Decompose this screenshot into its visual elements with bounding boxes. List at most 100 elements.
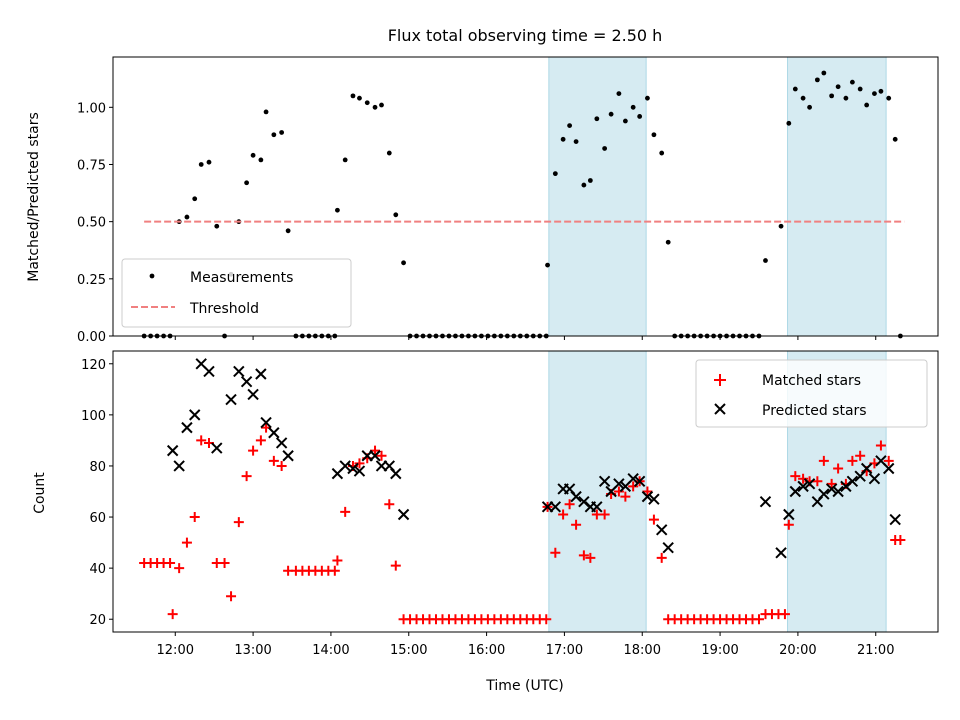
measurements-point bbox=[342, 157, 348, 163]
x-tick-label: 15:00 bbox=[390, 643, 427, 658]
measurements-point bbox=[560, 136, 566, 142]
predicted-stars-point bbox=[783, 508, 795, 521]
top-axes-frame bbox=[112, 56, 939, 337]
top-y-tick-label: 0.75 bbox=[77, 158, 106, 173]
measurements-point bbox=[892, 136, 898, 142]
top-y-tick-label: 1.00 bbox=[77, 101, 106, 116]
top-legend: Measurements Threshold bbox=[121, 258, 352, 328]
predicted-stars-point bbox=[347, 462, 359, 475]
predicted-stars-point bbox=[255, 368, 267, 380]
x-tick-label: 16:00 bbox=[468, 643, 505, 658]
measurements-point bbox=[645, 95, 650, 101]
x-axis-label: Time (UTC) bbox=[485, 678, 563, 694]
measurements-point bbox=[821, 70, 827, 76]
measurements-point bbox=[616, 91, 622, 96]
measurements-point bbox=[835, 84, 841, 90]
measurements-point bbox=[659, 150, 665, 156]
predicted-stars-point bbox=[225, 393, 237, 406]
matched-stars-point bbox=[332, 555, 343, 566]
measurements-point bbox=[350, 93, 356, 99]
measurements-point bbox=[206, 159, 212, 165]
measurements-point bbox=[792, 86, 798, 92]
x-tick-label: 20:00 bbox=[779, 643, 816, 658]
predicted-stars-point bbox=[889, 513, 901, 526]
x-tick-label: 12:00 bbox=[157, 643, 194, 658]
matched-stars-point bbox=[241, 471, 252, 482]
matched-stars-point bbox=[779, 609, 790, 620]
matched-stars-point bbox=[883, 455, 894, 466]
measurements-point bbox=[250, 152, 256, 158]
predicted-stars-point bbox=[240, 375, 253, 388]
predicted-stars-point bbox=[633, 475, 646, 487]
predicted-stars-point bbox=[641, 490, 654, 503]
measurements-point bbox=[665, 239, 671, 245]
matched-stars-point bbox=[340, 506, 351, 517]
matched-stars-point bbox=[620, 491, 631, 502]
measurements-point bbox=[763, 258, 768, 263]
measurements-point bbox=[258, 157, 264, 163]
predicted-stars-point bbox=[260, 416, 272, 429]
bottom-y-tick-label: 60 bbox=[89, 511, 106, 526]
measurements-point bbox=[864, 102, 870, 108]
matched-stars-point bbox=[818, 455, 829, 466]
measurements-point bbox=[872, 91, 877, 96]
x-tick-label: 21:00 bbox=[857, 643, 894, 658]
matched-stars-point bbox=[276, 460, 287, 471]
predicted-stars-point bbox=[613, 478, 625, 490]
measurements-point bbox=[786, 120, 792, 126]
x-tick-label: 13:00 bbox=[234, 643, 271, 658]
matched-stars-point bbox=[895, 535, 906, 546]
matched-stars-point bbox=[384, 499, 395, 510]
matched-stars-point bbox=[268, 455, 279, 466]
matched-stars-point bbox=[165, 558, 176, 569]
matched-stars-point bbox=[181, 537, 192, 548]
legend-predicted-label: Predicted stars bbox=[762, 403, 867, 419]
matched-stars-point bbox=[167, 609, 178, 620]
matched-stars-point bbox=[790, 471, 801, 482]
legend-threshold-label: Threshold bbox=[189, 301, 259, 317]
top-y-tick-label: 0.50 bbox=[77, 216, 106, 231]
predicted-stars-point bbox=[648, 493, 660, 505]
measurements-point bbox=[364, 100, 370, 106]
measurements-point bbox=[594, 116, 600, 122]
predicted-stars-point bbox=[353, 465, 366, 477]
measurements-point bbox=[372, 104, 378, 110]
bottom-y-tick-label: 20 bbox=[89, 613, 106, 628]
measurements-point bbox=[357, 95, 362, 101]
measurements-point bbox=[214, 223, 220, 229]
matched-stars-point bbox=[189, 512, 200, 523]
matched-stars-point bbox=[174, 563, 185, 574]
predicted-stars-point bbox=[247, 388, 259, 401]
predicted-stars-point bbox=[339, 460, 351, 472]
predicted-stars-point bbox=[189, 409, 201, 421]
measurements-point bbox=[393, 212, 399, 218]
predicted-stars-point bbox=[166, 444, 179, 457]
measurements-point bbox=[244, 180, 250, 186]
bottom-axes-frame bbox=[112, 350, 939, 633]
measurements-point bbox=[285, 228, 291, 234]
matched-stars-point bbox=[564, 499, 575, 510]
matched-stars-point bbox=[196, 435, 207, 446]
measurements-point bbox=[857, 86, 863, 92]
matched-stars-point bbox=[329, 565, 340, 576]
predicted-stars-point bbox=[860, 462, 873, 475]
top-panel: 0.00 0.25 0.50 0.75 1.00 Matched/Predicted s… bbox=[26, 56, 939, 345]
matched-stars-point bbox=[613, 486, 624, 497]
matched-stars-point bbox=[550, 547, 561, 558]
predicted-stars-point bbox=[275, 437, 288, 449]
chart-title: Flux total observing time = 2.50 h bbox=[388, 26, 663, 45]
bottom-highlight-band-0 bbox=[548, 350, 647, 633]
legend-matched-label: Matched stars bbox=[762, 373, 861, 389]
measurements-point bbox=[849, 79, 855, 85]
matched-stars-point bbox=[571, 519, 582, 530]
matched-stars-point bbox=[656, 552, 667, 563]
measurements-point bbox=[279, 130, 285, 135]
matched-stars-point bbox=[541, 614, 552, 625]
measurements-point bbox=[263, 109, 269, 115]
predicted-stars-point bbox=[759, 496, 772, 508]
measurements-point bbox=[271, 132, 277, 138]
measurements-point bbox=[386, 150, 392, 156]
measurements-point bbox=[602, 146, 608, 151]
predicted-stars-point bbox=[789, 485, 802, 498]
measurements-point bbox=[651, 132, 657, 138]
